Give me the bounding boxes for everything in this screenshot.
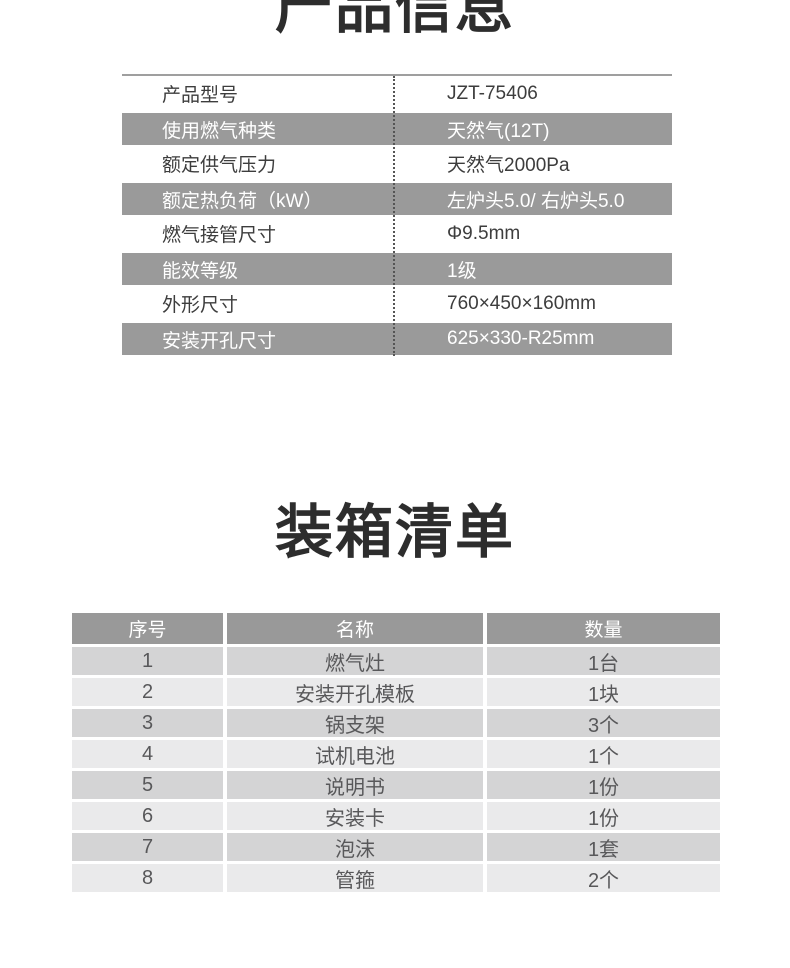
packing-cell-qty: 1套 <box>487 833 720 861</box>
packing-cell-qty: 1台 <box>487 647 720 675</box>
packing-header-name: 名称 <box>227 613 483 644</box>
packing-cell-no: 6 <box>72 802 223 830</box>
packing-cell-name: 泡沫 <box>227 833 483 861</box>
packing-cell-name: 试机电池 <box>227 740 483 768</box>
packing-cell-name: 管箍 <box>227 864 483 892</box>
packing-cell-no: 4 <box>72 740 223 768</box>
spec-value: 1级 <box>447 260 477 282</box>
spec-row-gas-type: 使用燃气种类 天然气(12T) <box>122 111 672 146</box>
spec-row-gas-pressure: 额定供气压力 天然气2000Pa <box>122 146 672 181</box>
spec-value: JZT-75406 <box>447 82 538 104</box>
packing-cell-qty: 3个 <box>487 709 720 737</box>
packing-cell-qty: 1块 <box>487 678 720 706</box>
packing-cell-qty: 1个 <box>487 740 720 768</box>
packing-cell-qty: 2个 <box>487 864 720 892</box>
spec-value: 天然气(12T) <box>447 120 550 142</box>
spec-row-dimensions: 外形尺寸 760×450×160mm <box>122 286 672 321</box>
packing-cell-no: 3 <box>72 709 223 737</box>
spec-row-cutout-size: 安装开孔尺寸 625×330-R25mm <box>122 321 672 356</box>
spec-label: 额定热负荷（kW） <box>162 190 323 212</box>
packing-cell-no: 2 <box>72 678 223 706</box>
spec-label: 能效等级 <box>162 260 239 282</box>
packing-table: 序号 名称 数量 1 燃气灶 1台 2 安装开孔模板 1块 3 锅支架 3个 4… <box>72 613 720 892</box>
packing-cell-no: 8 <box>72 864 223 892</box>
spec-value: 760×450×160mm <box>447 292 596 314</box>
spec-label: 安装开孔尺寸 <box>162 330 277 352</box>
packing-cell-name: 燃气灶 <box>227 647 483 675</box>
spec-value: Φ9.5mm <box>447 222 521 244</box>
packing-header-qty: 数量 <box>487 613 720 644</box>
spec-label: 额定供气压力 <box>162 155 277 176</box>
spec-row-heat-load: 额定热负荷（kW） 左炉头5.0/ 右炉头5.0 <box>122 181 672 216</box>
spec-label: 产品型号 <box>162 85 239 106</box>
spec-label: 燃气接管尺寸 <box>162 225 277 246</box>
packing-cell-no: 5 <box>72 771 223 799</box>
packing-cell-qty: 1份 <box>487 771 720 799</box>
packing-cell-name: 说明书 <box>227 771 483 799</box>
spec-table: 产品型号 JZT-75406 使用燃气种类 天然气(12T) 额定供气压力 天然… <box>122 74 672 356</box>
spec-label: 使用燃气种类 <box>162 120 277 142</box>
spec-value: 天然气2000Pa <box>447 155 570 176</box>
spec-row-model: 产品型号 JZT-75406 <box>122 76 672 111</box>
packing-header-no: 序号 <box>72 613 223 644</box>
packing-cell-name: 安装卡 <box>227 802 483 830</box>
spec-row-pipe-size: 燃气接管尺寸 Φ9.5mm <box>122 216 672 251</box>
packing-cell-qty: 1份 <box>487 802 720 830</box>
packing-cell-no: 1 <box>72 647 223 675</box>
product-info-title: 产品信息 <box>274 0 515 40</box>
spec-value: 625×330-R25mm <box>447 328 595 349</box>
packing-cell-name: 安装开孔模板 <box>227 678 483 706</box>
packing-list-title: 装箱清单 <box>274 500 515 565</box>
packing-cell-no: 7 <box>72 833 223 861</box>
spec-value: 左炉头5.0/ 右炉头5.0 <box>447 190 625 212</box>
spec-column-divider <box>393 76 395 356</box>
spec-label: 外形尺寸 <box>162 295 239 316</box>
spec-row-energy-level: 能效等级 1级 <box>122 251 672 286</box>
packing-cell-name: 锅支架 <box>227 709 483 737</box>
